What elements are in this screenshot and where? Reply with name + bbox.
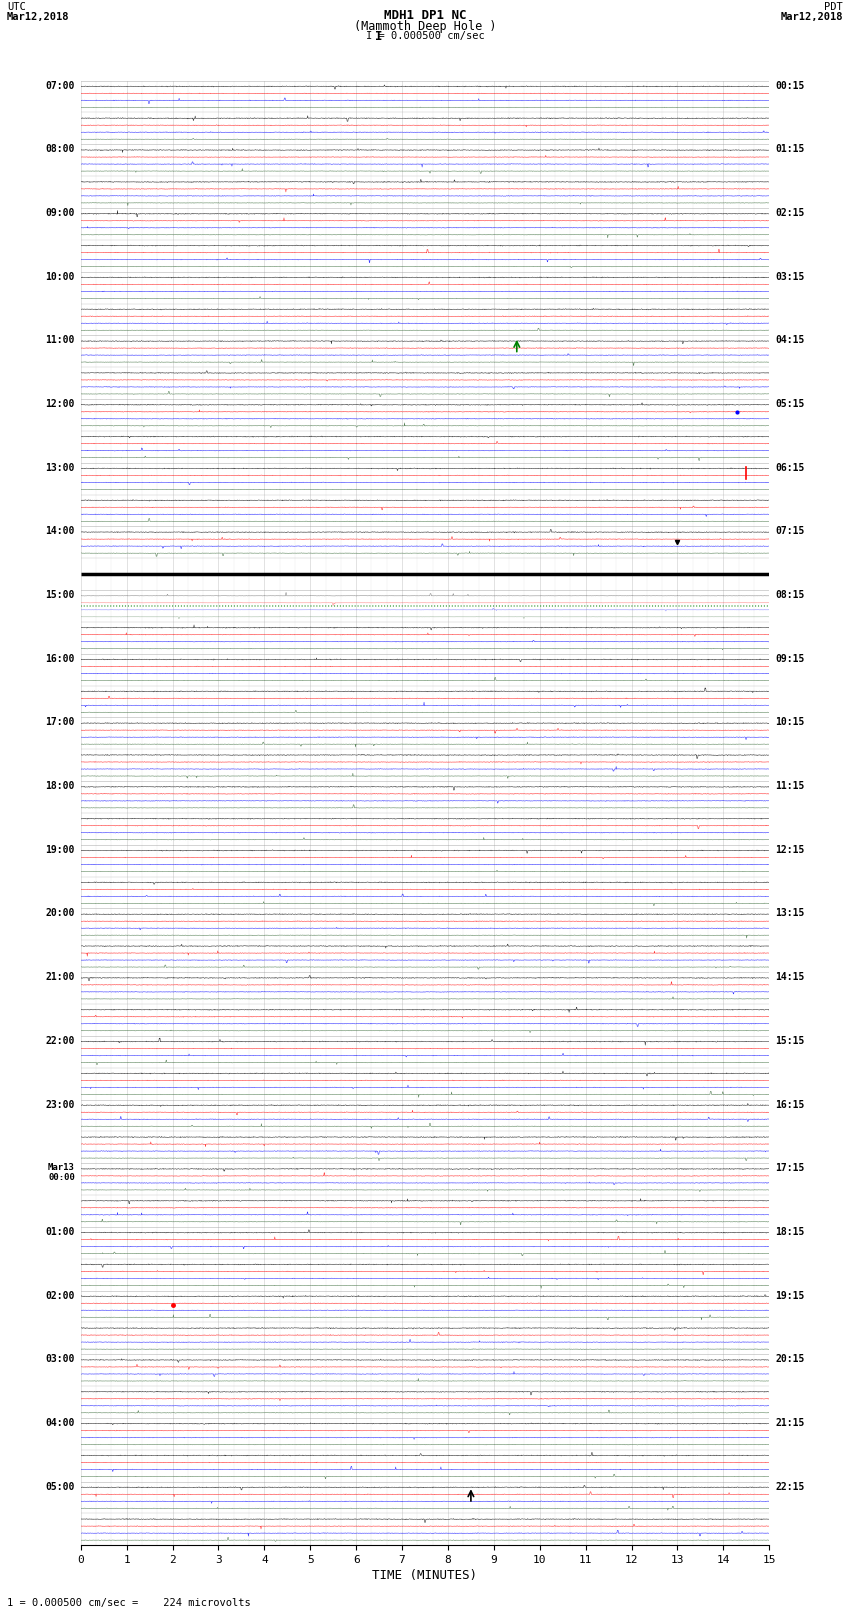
Text: 18:15: 18:15 (775, 1227, 804, 1237)
X-axis label: TIME (MINUTES): TIME (MINUTES) (372, 1569, 478, 1582)
Text: MDH1 DP1 NC: MDH1 DP1 NC (383, 10, 467, 23)
Text: 22:00: 22:00 (46, 1036, 75, 1045)
Text: Mar12,2018: Mar12,2018 (780, 11, 843, 23)
Text: 09:00: 09:00 (46, 208, 75, 218)
Text: 16:00: 16:00 (46, 653, 75, 665)
Text: 10:00: 10:00 (46, 271, 75, 282)
Text: 05:15: 05:15 (775, 398, 804, 410)
Text: 05:00: 05:00 (46, 1482, 75, 1492)
Text: 04:15: 04:15 (775, 336, 804, 345)
Text: 22:15: 22:15 (775, 1482, 804, 1492)
Text: 21:00: 21:00 (46, 973, 75, 982)
Text: Mar13: Mar13 (48, 1163, 75, 1173)
Text: 20:15: 20:15 (775, 1355, 804, 1365)
Text: 16:15: 16:15 (775, 1100, 804, 1110)
Text: 02:15: 02:15 (775, 208, 804, 218)
Text: 06:15: 06:15 (775, 463, 804, 473)
Text: 08:00: 08:00 (46, 144, 75, 155)
Text: 19:15: 19:15 (775, 1290, 804, 1300)
Text: 01:00: 01:00 (46, 1227, 75, 1237)
Text: 10:15: 10:15 (775, 718, 804, 727)
Text: 07:15: 07:15 (775, 526, 804, 537)
Text: 04:00: 04:00 (46, 1418, 75, 1428)
Text: UTC: UTC (7, 3, 26, 13)
Text: 21:15: 21:15 (775, 1418, 804, 1428)
Text: 03:15: 03:15 (775, 271, 804, 282)
Text: 00:15: 00:15 (775, 81, 804, 90)
Text: 01:15: 01:15 (775, 144, 804, 155)
Text: 17:00: 17:00 (46, 718, 75, 727)
Text: 15:15: 15:15 (775, 1036, 804, 1045)
Text: 12:15: 12:15 (775, 845, 804, 855)
Text: 1 = 0.000500 cm/sec =    224 microvolts: 1 = 0.000500 cm/sec = 224 microvolts (7, 1598, 251, 1608)
Text: 11:15: 11:15 (775, 781, 804, 790)
Text: 11:00: 11:00 (46, 336, 75, 345)
Text: I = 0.000500 cm/sec: I = 0.000500 cm/sec (366, 31, 484, 40)
Text: 00:00: 00:00 (48, 1173, 75, 1182)
Text: 23:00: 23:00 (46, 1100, 75, 1110)
Text: 07:00: 07:00 (46, 81, 75, 90)
Text: 19:00: 19:00 (46, 845, 75, 855)
Text: I: I (375, 31, 382, 44)
Text: Mar12,2018: Mar12,2018 (7, 11, 70, 23)
Text: PDT: PDT (824, 3, 843, 13)
Text: 08:15: 08:15 (775, 590, 804, 600)
Text: 13:15: 13:15 (775, 908, 804, 918)
Text: 09:15: 09:15 (775, 653, 804, 665)
Text: 14:00: 14:00 (46, 526, 75, 537)
Text: (Mammoth Deep Hole ): (Mammoth Deep Hole ) (354, 19, 496, 34)
Text: 12:00: 12:00 (46, 398, 75, 410)
Text: 03:00: 03:00 (46, 1355, 75, 1365)
Text: 15:00: 15:00 (46, 590, 75, 600)
Text: 02:00: 02:00 (46, 1290, 75, 1300)
Text: 13:00: 13:00 (46, 463, 75, 473)
Text: 14:15: 14:15 (775, 973, 804, 982)
Text: 18:00: 18:00 (46, 781, 75, 790)
Text: 20:00: 20:00 (46, 908, 75, 918)
Text: 17:15: 17:15 (775, 1163, 804, 1173)
